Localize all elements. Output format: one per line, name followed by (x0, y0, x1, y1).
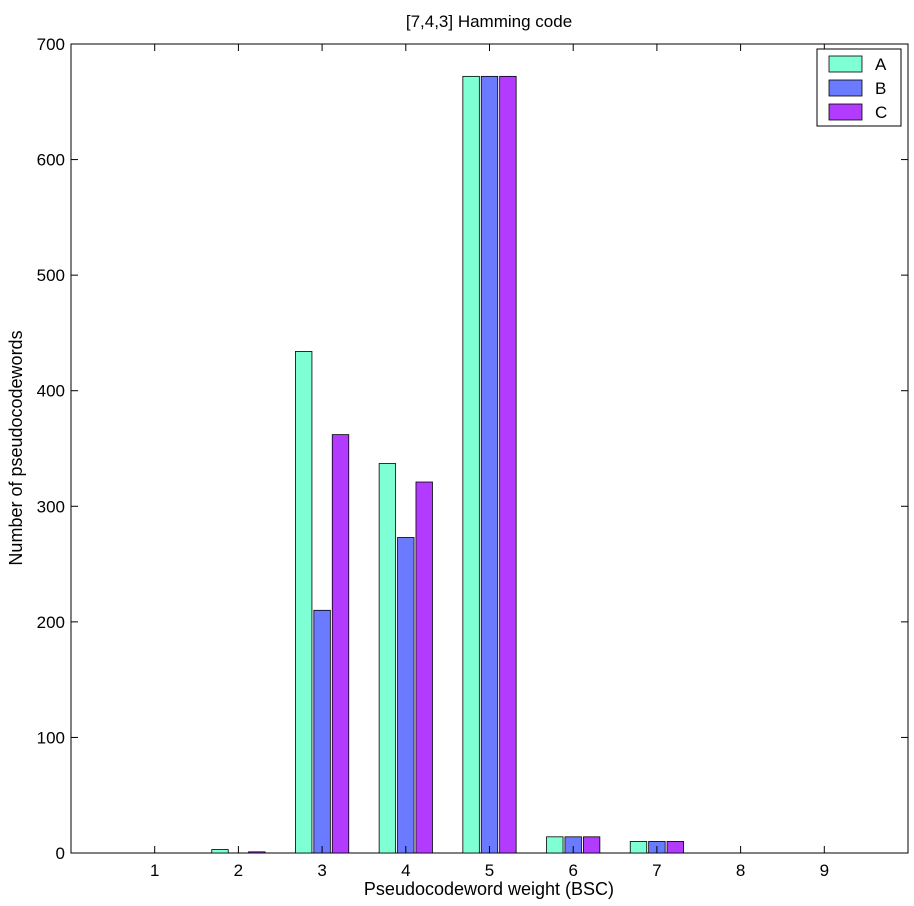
bar-C-4 (415, 481, 433, 854)
bar-B-3 (313, 609, 331, 854)
bar-C-7 (666, 841, 684, 854)
x-tick-label: 2 (234, 861, 243, 880)
x-axis-ticks: 1 2 3 4 5 6 7 8 9 (150, 44, 829, 880)
bar-A-3 (295, 351, 313, 854)
x-tick-label: 5 (485, 861, 494, 880)
legend-swatch-B (828, 79, 863, 97)
x-axis-title: Pseudocodeword weight (BSC) (364, 879, 614, 899)
legend-label-B: B (875, 79, 886, 98)
x-tick-label: 7 (652, 861, 661, 880)
x-tick-label: 6 (568, 861, 577, 880)
y-tick-label: 100 (37, 728, 65, 747)
bar-A-2 (211, 849, 229, 854)
bar-A-4 (378, 463, 397, 854)
y-tick-label: 700 (37, 35, 65, 54)
bar-A-6 (546, 836, 564, 854)
x-tick-label: 8 (736, 861, 745, 880)
bar-B-5 (480, 75, 499, 854)
bar-B-4 (397, 537, 415, 854)
legend: ABC (816, 48, 902, 127)
legend-label-A: A (875, 55, 887, 74)
y-axis-title: Number of pseudocodewords (6, 330, 26, 565)
y-tick-label: 500 (37, 266, 65, 285)
x-tick-label: 1 (150, 861, 159, 880)
y-tick-label: 600 (37, 151, 65, 170)
legend-swatch-A (828, 55, 863, 73)
bar-A-5 (462, 75, 480, 854)
legend-swatch-C (828, 103, 863, 121)
legend-label-C: C (875, 103, 887, 122)
y-tick-label: 0 (56, 844, 65, 863)
x-tick-label: 3 (317, 861, 326, 880)
x-tick-label: 4 (401, 861, 410, 880)
plot-area: 0 100 200 300 400 500 600 700 1 2 3 4 5 6 7 8 9 (37, 35, 909, 880)
y-tick-label: 200 (37, 613, 65, 632)
y-tick-label: 300 (37, 497, 65, 516)
bar-C-5 (499, 75, 517, 854)
x-tick-label: 9 (820, 861, 829, 880)
y-tick-label: 400 (37, 382, 65, 401)
chart-title: [7,4,3] Hamming code (406, 12, 572, 31)
bar-C-6 (582, 836, 601, 854)
bar-C-2 (248, 851, 266, 854)
bars-group (211, 75, 684, 854)
bar-A-7 (629, 841, 648, 854)
y-axis-ticks: 0 100 200 300 400 500 600 700 (37, 35, 908, 863)
bar-C-3 (331, 434, 350, 854)
